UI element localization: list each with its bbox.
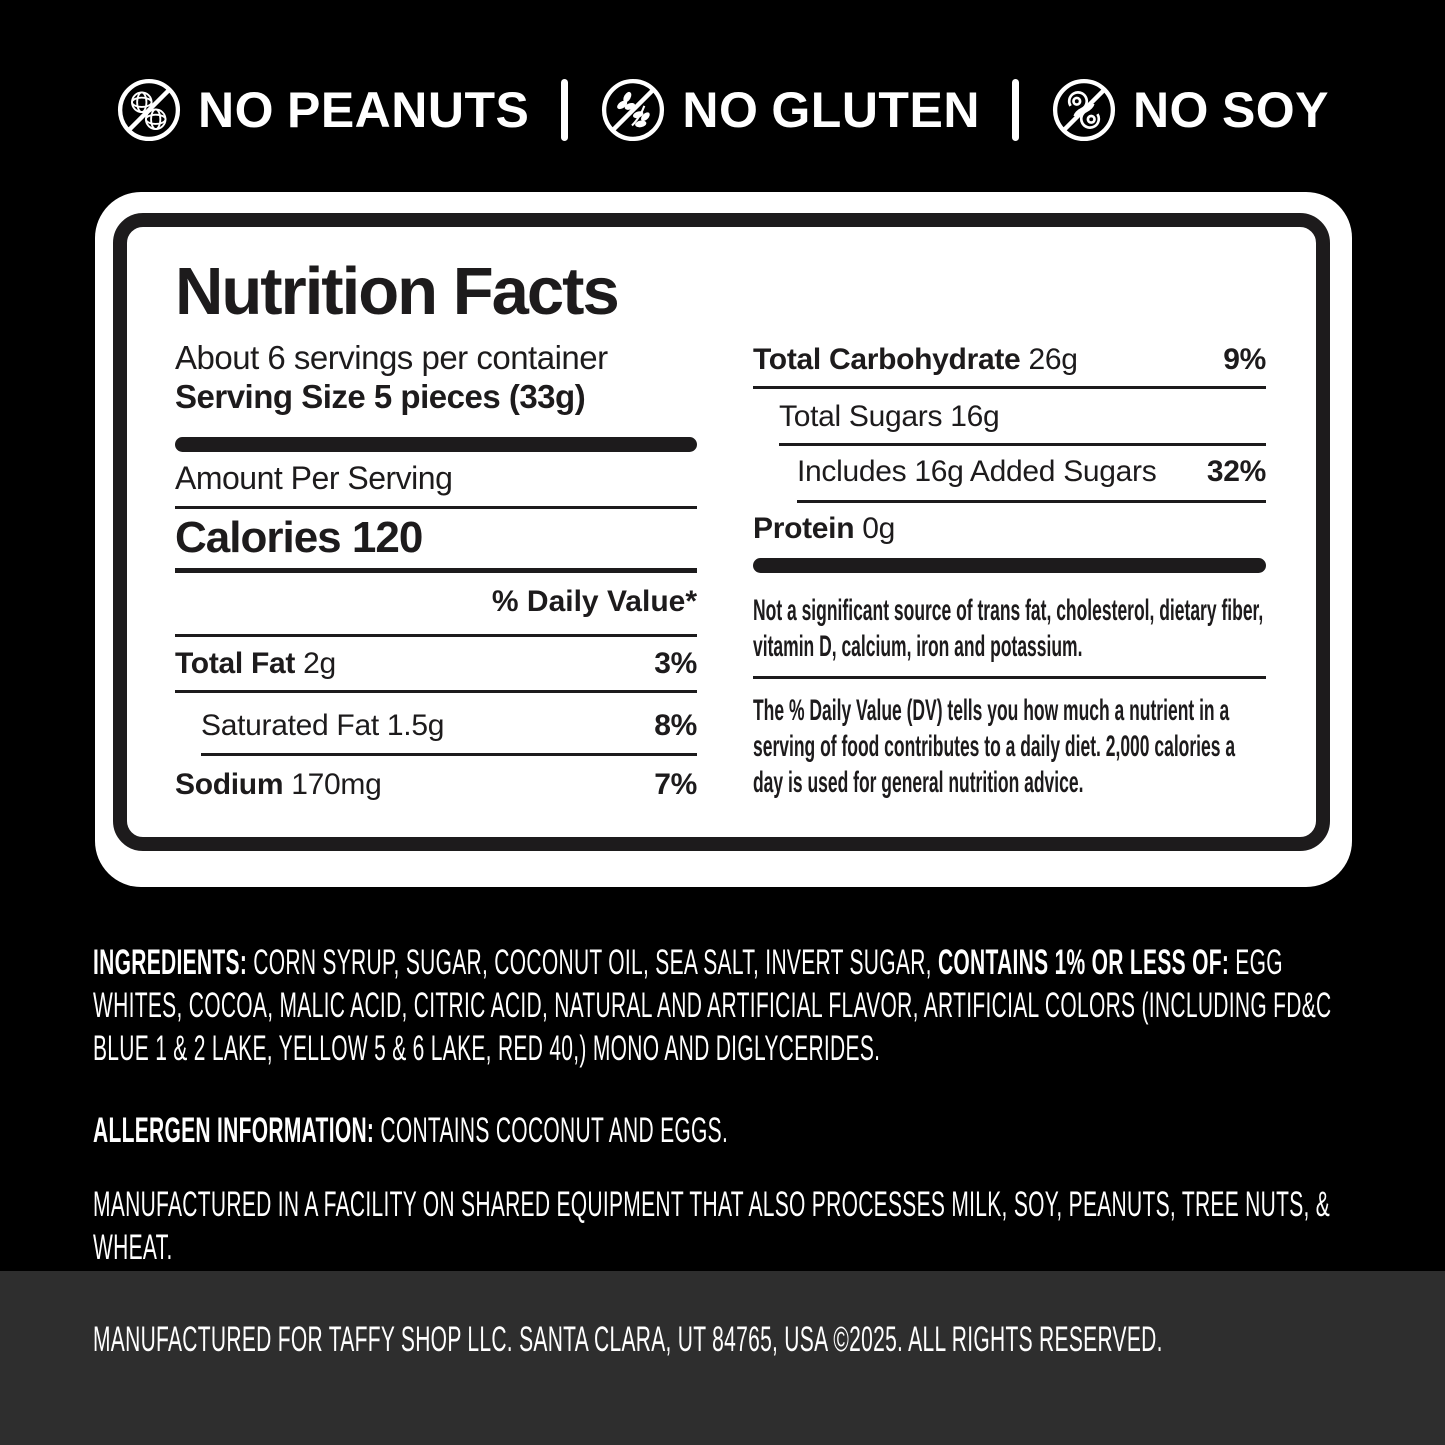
nutrient-row-added-sugars: Includes 16g Added Sugars 32% bbox=[753, 454, 1266, 490]
nutrient-row-total-fat: Total Fat 2g 3% bbox=[175, 646, 697, 682]
panel-inner-border bbox=[113, 213, 1330, 851]
calories-label: Calories bbox=[175, 513, 342, 562]
nutrient-row-sodium: Sodium 170mg 7% bbox=[175, 767, 697, 803]
amount-per-serving: Amount Per Serving bbox=[175, 460, 453, 496]
badge-label: GLUTEN bbox=[771, 82, 980, 138]
nutrient-name: Total Sugars 16g bbox=[753, 399, 1000, 435]
badge-no-soy: NO SOY bbox=[1051, 77, 1329, 143]
divider bbox=[175, 690, 697, 693]
serving-size: Serving Size 5 pieces (33g) bbox=[175, 378, 586, 415]
nutrient-label: Protein bbox=[753, 512, 855, 545]
ingredients-list-2: EGG WHITES, COCOA, MALIC ACID, CITRIC AC… bbox=[93, 943, 1332, 1068]
nutrient-dv: 3% bbox=[654, 647, 697, 680]
nutrient-row-total-sugars: Total Sugars 16g bbox=[753, 399, 1266, 435]
not-significant-footnote: Not a significant source of trans fat, c… bbox=[753, 594, 1264, 663]
thick-divider bbox=[175, 437, 697, 452]
servings-per-container: About 6 servings per container bbox=[175, 339, 608, 376]
nutrient-amount: 170mg bbox=[291, 768, 382, 801]
ingredients-list-1: CORN SYRUP, SUGAR, COCONUT OIL, SEA SALT… bbox=[247, 943, 938, 982]
ingredients-heading: INGREDIENTS: bbox=[93, 943, 248, 982]
nutrient-row-protein: Protein 0g bbox=[753, 511, 1266, 547]
nutrition-facts-panel: Nutrition Facts About 6 servings per con… bbox=[95, 192, 1352, 887]
badge-text: NO PEANUTS bbox=[198, 81, 529, 139]
nutrient-label: Total Fat bbox=[175, 647, 296, 680]
badge-no-word: NO bbox=[682, 82, 759, 138]
nutrition-left-column: Nutrition Facts About 6 servings per con… bbox=[175, 192, 697, 887]
badge-label: SOY bbox=[1221, 82, 1330, 138]
nutrient-dv: 8% bbox=[654, 709, 697, 742]
nutrient-row-total-carbohydrate: Total Carbohydrate 26g 9% bbox=[753, 342, 1266, 378]
badge-text: NO GLUTEN bbox=[682, 81, 980, 139]
contains-heading: CONTAINS 1% OR LESS OF: bbox=[937, 943, 1230, 982]
divider bbox=[753, 386, 1266, 389]
divider-indented bbox=[797, 500, 1266, 503]
nutrition-facts-title: Nutrition Facts bbox=[175, 254, 620, 329]
badge-no-gluten: NO GLUTEN bbox=[600, 77, 980, 143]
nutrient-dv: 32% bbox=[1206, 455, 1266, 488]
divider bbox=[175, 506, 697, 509]
ingredients-paragraph: INGREDIENTS: CORN SYRUP, SUGAR, COCONUT … bbox=[93, 941, 1351, 1070]
no-peanuts-icon bbox=[116, 77, 182, 143]
nutrient-name: Total Fat 2g bbox=[175, 646, 336, 682]
nutrient-amount: Saturated Fat 1.5g bbox=[201, 709, 445, 742]
allergen-text: CONTAINS COCONUT AND EGGS. bbox=[374, 1111, 729, 1150]
nutrient-amount: 2g bbox=[303, 647, 336, 680]
daily-value-footnote: The % Daily Value (DV) tells you how muc… bbox=[753, 694, 1236, 799]
divider-indented bbox=[779, 443, 1266, 446]
nutrient-amount: 0g bbox=[862, 512, 896, 545]
calories-row: Calories 120 bbox=[175, 513, 697, 563]
badge-separator bbox=[1011, 79, 1019, 141]
allergen-badges-row: NO PEANUTS NO bbox=[0, 64, 1445, 156]
facility-note: MANUFACTURED IN A FACILITY ON SHARED EQU… bbox=[93, 1185, 1331, 1267]
nutrient-name: Sodium 170mg bbox=[175, 767, 382, 803]
nutrient-name: Includes 16g Added Sugars bbox=[753, 454, 1157, 490]
nutrient-row-saturated-fat: Saturated Fat 1.5g 8% bbox=[175, 708, 697, 744]
nutrient-dv: 9% bbox=[1223, 343, 1266, 376]
nutrient-name: Total Carbohydrate 26g bbox=[753, 342, 1078, 378]
no-soy-icon bbox=[1051, 77, 1117, 143]
manufacturer-line: MANUFACTURED FOR TAFFY SHOP LLC. SANTA C… bbox=[93, 1320, 1163, 1359]
nutrient-amount: Includes 16g Added Sugars bbox=[797, 455, 1157, 488]
badge-text: NO SOY bbox=[1133, 81, 1329, 139]
badge-no-word: NO bbox=[1132, 82, 1209, 138]
nutrient-dv: 7% bbox=[654, 768, 697, 801]
nutrient-label: Total Carbohydrate bbox=[753, 343, 1021, 376]
nutrient-name: Protein 0g bbox=[753, 511, 895, 547]
badge-no-word: NO bbox=[197, 82, 274, 138]
no-gluten-icon bbox=[600, 77, 666, 143]
nutrient-amount: 26g bbox=[1028, 343, 1078, 376]
allergen-heading: ALLERGEN INFORMATION: bbox=[93, 1111, 375, 1150]
divider bbox=[753, 676, 1266, 679]
nutrient-label: Sodium bbox=[175, 768, 284, 801]
nutrient-amount: Total Sugars 16g bbox=[779, 400, 1000, 433]
nutrition-right-column: Total Carbohydrate 26g 9% Total Sugars 1… bbox=[753, 192, 1266, 887]
divider-indented bbox=[201, 753, 697, 756]
badge-separator bbox=[561, 79, 569, 141]
badge-no-peanuts: NO PEANUTS bbox=[116, 77, 529, 143]
nutrient-name: Saturated Fat 1.5g bbox=[175, 708, 444, 744]
divider bbox=[175, 634, 697, 637]
thick-divider bbox=[753, 558, 1266, 573]
calories-value: 120 bbox=[351, 513, 423, 562]
badge-label: PEANUTS bbox=[286, 82, 530, 138]
allergen-paragraph: ALLERGEN INFORMATION: CONTAINS COCONUT A… bbox=[93, 1109, 1351, 1152]
footer-bar: MANUFACTURED FOR TAFFY SHOP LLC. SANTA C… bbox=[0, 1271, 1445, 1445]
daily-value-header: % Daily Value* bbox=[491, 585, 697, 618]
divider-medium bbox=[175, 568, 697, 573]
